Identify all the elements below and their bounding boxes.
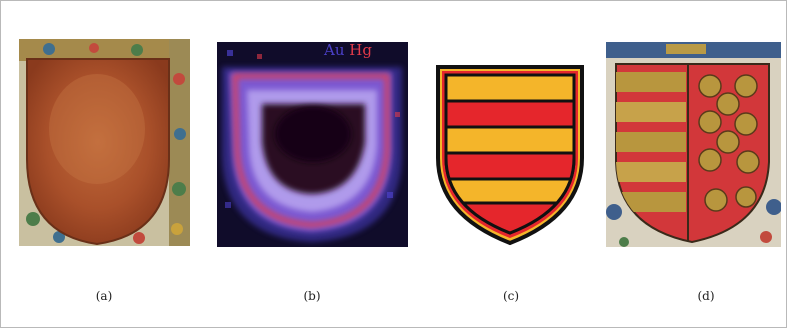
panel-b-element-map (217, 42, 408, 247)
element-legend: Au Hg (324, 41, 372, 59)
faded-shield-photo (19, 39, 190, 246)
caption-a: (a) (95, 289, 113, 303)
barry-shield-diagram (436, 65, 584, 246)
legend-hg: Hg (349, 41, 372, 59)
panel-a-photo (19, 39, 190, 246)
caption-d: (d) (697, 289, 715, 303)
caption-b: (b) (303, 289, 321, 303)
xrf-map (217, 42, 408, 247)
legend-au: Au (324, 41, 345, 59)
caption-c: (c) (502, 289, 520, 303)
reference-shield-photo (606, 42, 781, 247)
panel-c-reconstruction (434, 63, 586, 249)
panel-d-photo (606, 42, 781, 247)
